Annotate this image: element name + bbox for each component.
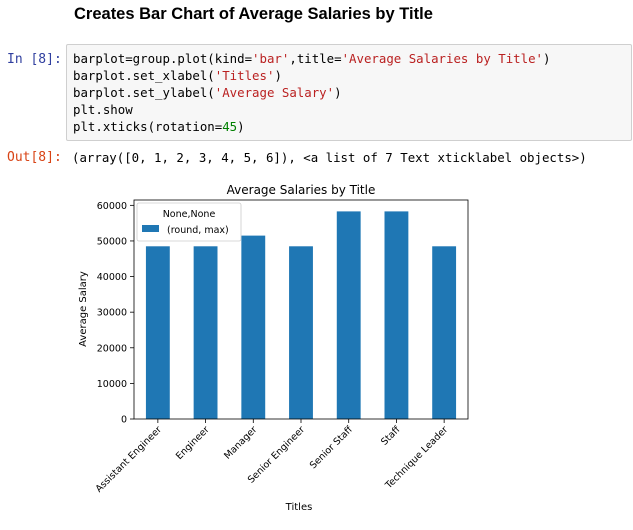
- code-string: 'Average Salaries by Title': [341, 51, 543, 66]
- code-line-5: plt.xticks(rotation=45): [73, 118, 631, 135]
- chart-title: Average Salaries by Title: [227, 183, 376, 197]
- code-string: 'Titles': [214, 68, 275, 83]
- code-token: ): [237, 119, 245, 134]
- bars: [145, 211, 457, 419]
- bar: [432, 246, 457, 419]
- legend-box: [136, 202, 242, 242]
- code-token: ): [543, 51, 551, 66]
- code-number: 45: [222, 119, 238, 134]
- y-tick-label: 10000: [97, 379, 127, 390]
- x-tick-label: Manager: [222, 424, 259, 461]
- bar: [241, 235, 266, 419]
- bar: [289, 246, 313, 419]
- x-axis-ticks: Assistant Engineer Engineer Manager Senior …: [94, 419, 450, 495]
- y-tick-label: 40000: [97, 272, 127, 283]
- y-tick-label: 50000: [97, 236, 127, 247]
- x-tick-label: Senior Staff: [308, 424, 355, 471]
- legend-swatch: [142, 225, 159, 232]
- legend-title: None,None: [163, 209, 216, 220]
- output-text: (array([0, 1, 2, 3, 4, 5, 6]), <a list o…: [72, 150, 587, 165]
- x-tick-label: Engineer: [174, 424, 212, 462]
- bar-chart: Average Salaries by Title 0 10000 20000 300…: [78, 183, 469, 513]
- x-axis-label: Titles: [285, 502, 313, 513]
- bar: [384, 211, 409, 419]
- code-line-3: barplot.set_ylabel('Average Salary'): [73, 84, 631, 101]
- y-tick-label: 20000: [97, 343, 127, 354]
- input-prompt: In [8]:: [7, 52, 62, 67]
- code-string: 'Average Salary': [214, 85, 335, 100]
- code-string: 'bar': [252, 51, 290, 66]
- bar: [336, 211, 361, 419]
- y-tick-label: 30000: [97, 308, 127, 319]
- code-token: plt.show: [73, 102, 133, 117]
- y-axis-label: Average Salary: [78, 271, 89, 347]
- output-prompt: Out[8]:: [7, 150, 62, 165]
- y-tick-label: 60000: [97, 201, 127, 212]
- y-tick-label: 0: [121, 415, 127, 426]
- x-tick-label: Assistant Engineer: [94, 424, 165, 495]
- code-token: barplot.set_ylabel(: [73, 85, 215, 100]
- code-line-2: barplot.set_xlabel('Titles'): [73, 67, 631, 84]
- legend-entry-label: (round, max): [167, 225, 229, 236]
- code-line-4: plt.show: [73, 101, 631, 118]
- section-heading: Creates Bar Chart of Average Salaries by…: [74, 5, 433, 23]
- y-axis-ticks: 0 10000 20000 30000 40000 50000 60000: [97, 201, 134, 426]
- code-token: ): [274, 68, 282, 83]
- x-tick-label: Staff: [379, 424, 403, 448]
- legend: None,None (round, max): [136, 202, 242, 242]
- code-line-1: barplot=group.plot(kind='bar',title='Ave…: [73, 50, 631, 67]
- code-cell[interactable]: barplot=group.plot(kind='bar',title='Ave…: [66, 44, 632, 141]
- code-token: barplot=group.plot(kind=: [73, 51, 253, 66]
- code-token: plt.xticks(rotation=: [73, 119, 223, 134]
- bar: [145, 246, 170, 419]
- bar: [193, 246, 218, 419]
- code-token: ,title=: [289, 51, 342, 66]
- code-token: ): [334, 85, 342, 100]
- code-token: barplot.set_xlabel(: [73, 68, 215, 83]
